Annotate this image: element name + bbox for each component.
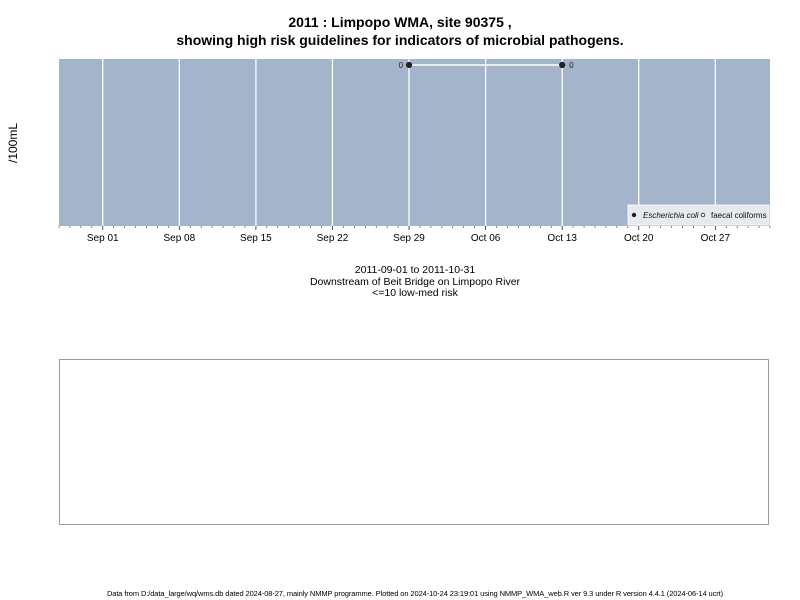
site-description: Downstream of Beit Bridge on Limpopo Riv… <box>309 276 521 288</box>
legend-marker <box>700 212 706 218</box>
data-label: 0 <box>569 61 574 70</box>
footer-note: Data from D:/data_large/wq/wms.db dated … <box>106 589 724 598</box>
data-point <box>559 61 566 69</box>
major-gridlines <box>102 59 716 226</box>
x-tick-label: Sep 15 <box>240 233 272 244</box>
x-tick-label: Oct 27 <box>701 233 731 244</box>
data-point <box>405 61 413 69</box>
x-axis: Sep 01 Sep 08 Sep 15 Sep 22 Sep 29 Oct 06 Oct … <box>58 226 771 244</box>
legend-box <box>627 204 770 226</box>
x-tick-label: Sep 29 <box>393 233 425 244</box>
legend: Escherichia coli faecal coliforms <box>627 204 770 226</box>
chart-title-line1: 2011 : Limpopo WMA, site 90375 , <box>288 14 512 30</box>
x-tick-label: Oct 20 <box>624 233 654 244</box>
x-tick-label: Sep 22 <box>317 233 349 244</box>
plot-panel <box>59 59 770 226</box>
legend-entry: faecal coliforms <box>711 211 767 220</box>
risk-note: <=10 low-med risk <box>372 287 458 299</box>
x-tick-label: Sep 01 <box>87 233 119 244</box>
data-label: 0 <box>399 61 404 70</box>
x-tick-label: Oct 06 <box>471 233 501 244</box>
legend-marker <box>631 212 637 218</box>
date-range-subtitle: 2011-09-01 to 2011-10-31 <box>354 264 476 276</box>
x-tick-label: Sep 08 <box>163 233 195 244</box>
chart-title-line2: showing high risk guidelines for indicat… <box>176 32 624 48</box>
x-tick-label: Oct 13 <box>547 233 577 244</box>
legend-entry: Escherichia coli <box>643 211 699 220</box>
empty-plot-panel <box>59 359 769 525</box>
